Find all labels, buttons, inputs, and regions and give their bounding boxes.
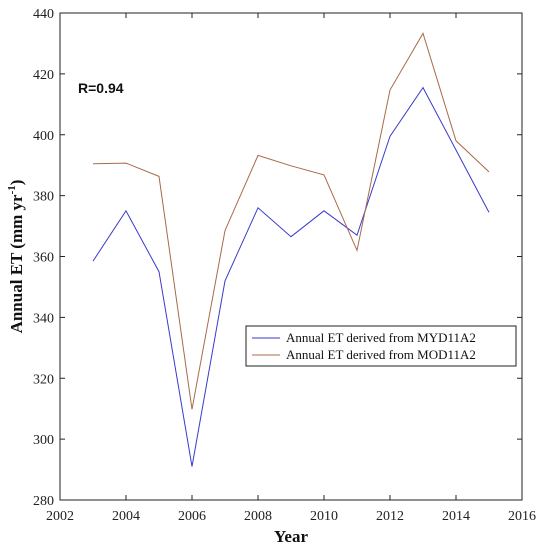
- x-tick-label: 2012: [376, 509, 404, 524]
- x-axis-label: Year: [274, 527, 308, 546]
- y-tick-label: 400: [33, 129, 54, 144]
- y-axis-ticks: 280 300 320 340 360 380 400 420 440: [33, 7, 522, 509]
- correlation-annotation: R=0.94: [78, 80, 124, 96]
- y-tick-label: 380: [33, 190, 54, 205]
- y-tick-label: 440: [33, 7, 54, 22]
- series-lines: [92, 32, 490, 467]
- y-axis-label-superscript: -1: [6, 185, 18, 194]
- y-axis-label: Annual ET (mm yr-1): [6, 180, 26, 334]
- legend-label-myd11a2: Annual ET derived from MYD11A2: [286, 330, 476, 345]
- series-line-mod11a2: [92, 32, 490, 410]
- x-axis-ticks: 2002 2004 2006 2008 2010 2012 2014 2016: [46, 13, 536, 524]
- y-tick-label: 360: [33, 251, 54, 266]
- plot-area: [59, 12, 523, 501]
- y-tick-label: 420: [33, 68, 54, 83]
- x-tick-label: 2014: [442, 509, 470, 524]
- legend: Annual ET derived from MYD11A2 Annual ET…: [245, 325, 517, 367]
- y-axis-label-base: Annual ET (mm yr: [7, 194, 26, 333]
- y-tick-label: 340: [33, 311, 54, 326]
- y-tick-label: 320: [33, 372, 54, 387]
- y-tick-label: 280: [33, 494, 54, 509]
- x-tick-label: 2004: [112, 509, 140, 524]
- x-tick-label: 2002: [46, 509, 74, 524]
- legend-label-mod11a2: Annual ET derived from MOD11A2: [286, 347, 476, 362]
- y-axis-label-close: ): [7, 180, 26, 186]
- x-tick-label: 2008: [244, 509, 272, 524]
- x-tick-label: 2010: [310, 509, 338, 524]
- x-tick-label: 2016: [508, 509, 536, 524]
- x-tick-label: 2006: [178, 509, 206, 524]
- series-line-myd11a2: [92, 86, 490, 467]
- y-tick-label: 300: [33, 433, 54, 448]
- legend-box: [245, 325, 517, 367]
